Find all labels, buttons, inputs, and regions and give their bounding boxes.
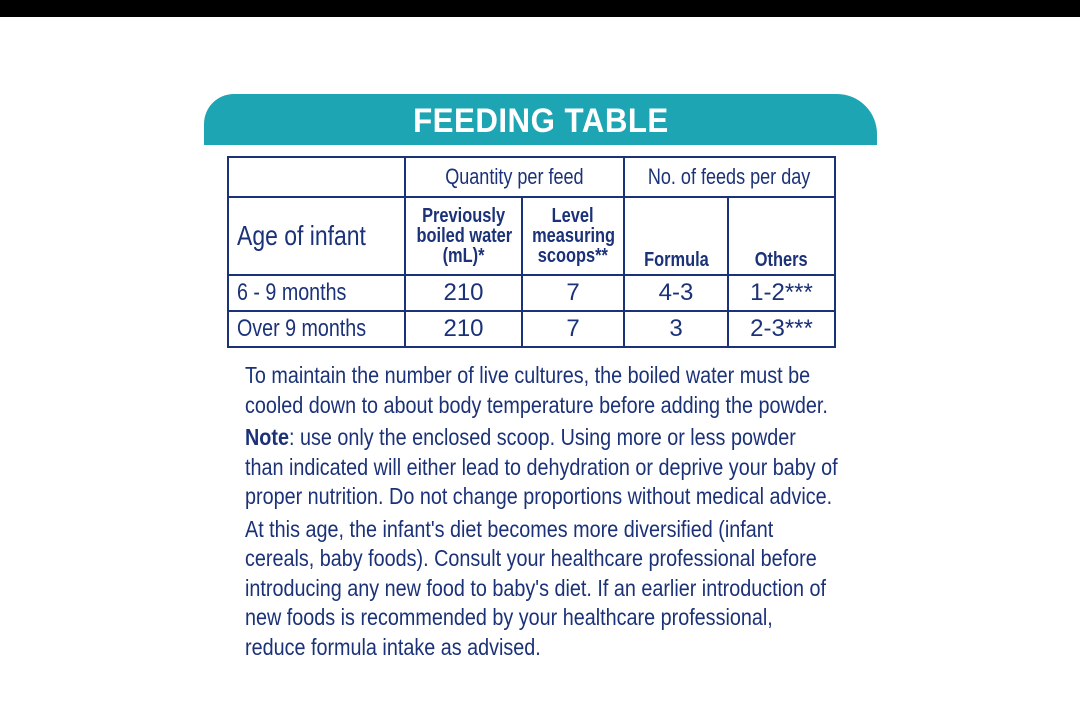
formula-column-header: Formula: [623, 196, 729, 276]
feeding-table: Quantity per feed No. of feeds per day A…: [227, 156, 836, 348]
others-column-header: Others: [727, 196, 836, 276]
group-header-row: Quantity per feed No. of feeds per day: [227, 156, 836, 198]
live-cultures-paragraph: To maintain the number of live cultures,…: [245, 362, 828, 418]
row-others-cell: 2-3***: [727, 310, 836, 348]
row-age-cell: 6 - 9 months: [227, 274, 406, 312]
age-column-header: Age of infant: [227, 196, 406, 276]
row-water-cell: 210: [404, 274, 523, 312]
title-banner: FEEDING TABLE: [204, 94, 877, 145]
row-scoops-cell: 7: [521, 310, 625, 348]
note-paragraph: Note: use only the enclosed scoop. Using…: [245, 423, 838, 512]
column-header-row: Age of infant Previously boiled water (m…: [227, 196, 836, 276]
note-label: Note: [245, 424, 289, 450]
feeds-group-header: No. of feeds per day: [623, 156, 836, 198]
row-age-cell: Over 9 months: [227, 310, 406, 348]
table-row: Over 9 months 210 7 3 2-3***: [227, 310, 836, 348]
scoops-column-header: Level measuring scoops**: [521, 196, 625, 276]
row-water-cell: 210: [404, 310, 523, 348]
row-formula-cell: 3: [623, 310, 729, 348]
note-text: : use only the enclosed scoop. Using mor…: [245, 424, 838, 509]
diet-paragraph: At this age, the infant's diet becomes m…: [245, 515, 827, 660]
row-scoops-cell: 7: [521, 274, 625, 312]
quantity-group-header: Quantity per feed: [404, 156, 625, 198]
table-row: 6 - 9 months 210 7 4-3 1-2***: [227, 274, 836, 312]
empty-corner-cell: [227, 156, 406, 198]
top-bar: [0, 0, 1080, 17]
notes-section: To maintain the number of live cultures,…: [245, 361, 885, 665]
row-formula-cell: 4-3: [623, 274, 729, 312]
row-others-cell: 1-2***: [727, 274, 836, 312]
water-column-header: Previously boiled water (mL)*: [404, 196, 523, 276]
page-title: FEEDING TABLE: [412, 102, 669, 140]
